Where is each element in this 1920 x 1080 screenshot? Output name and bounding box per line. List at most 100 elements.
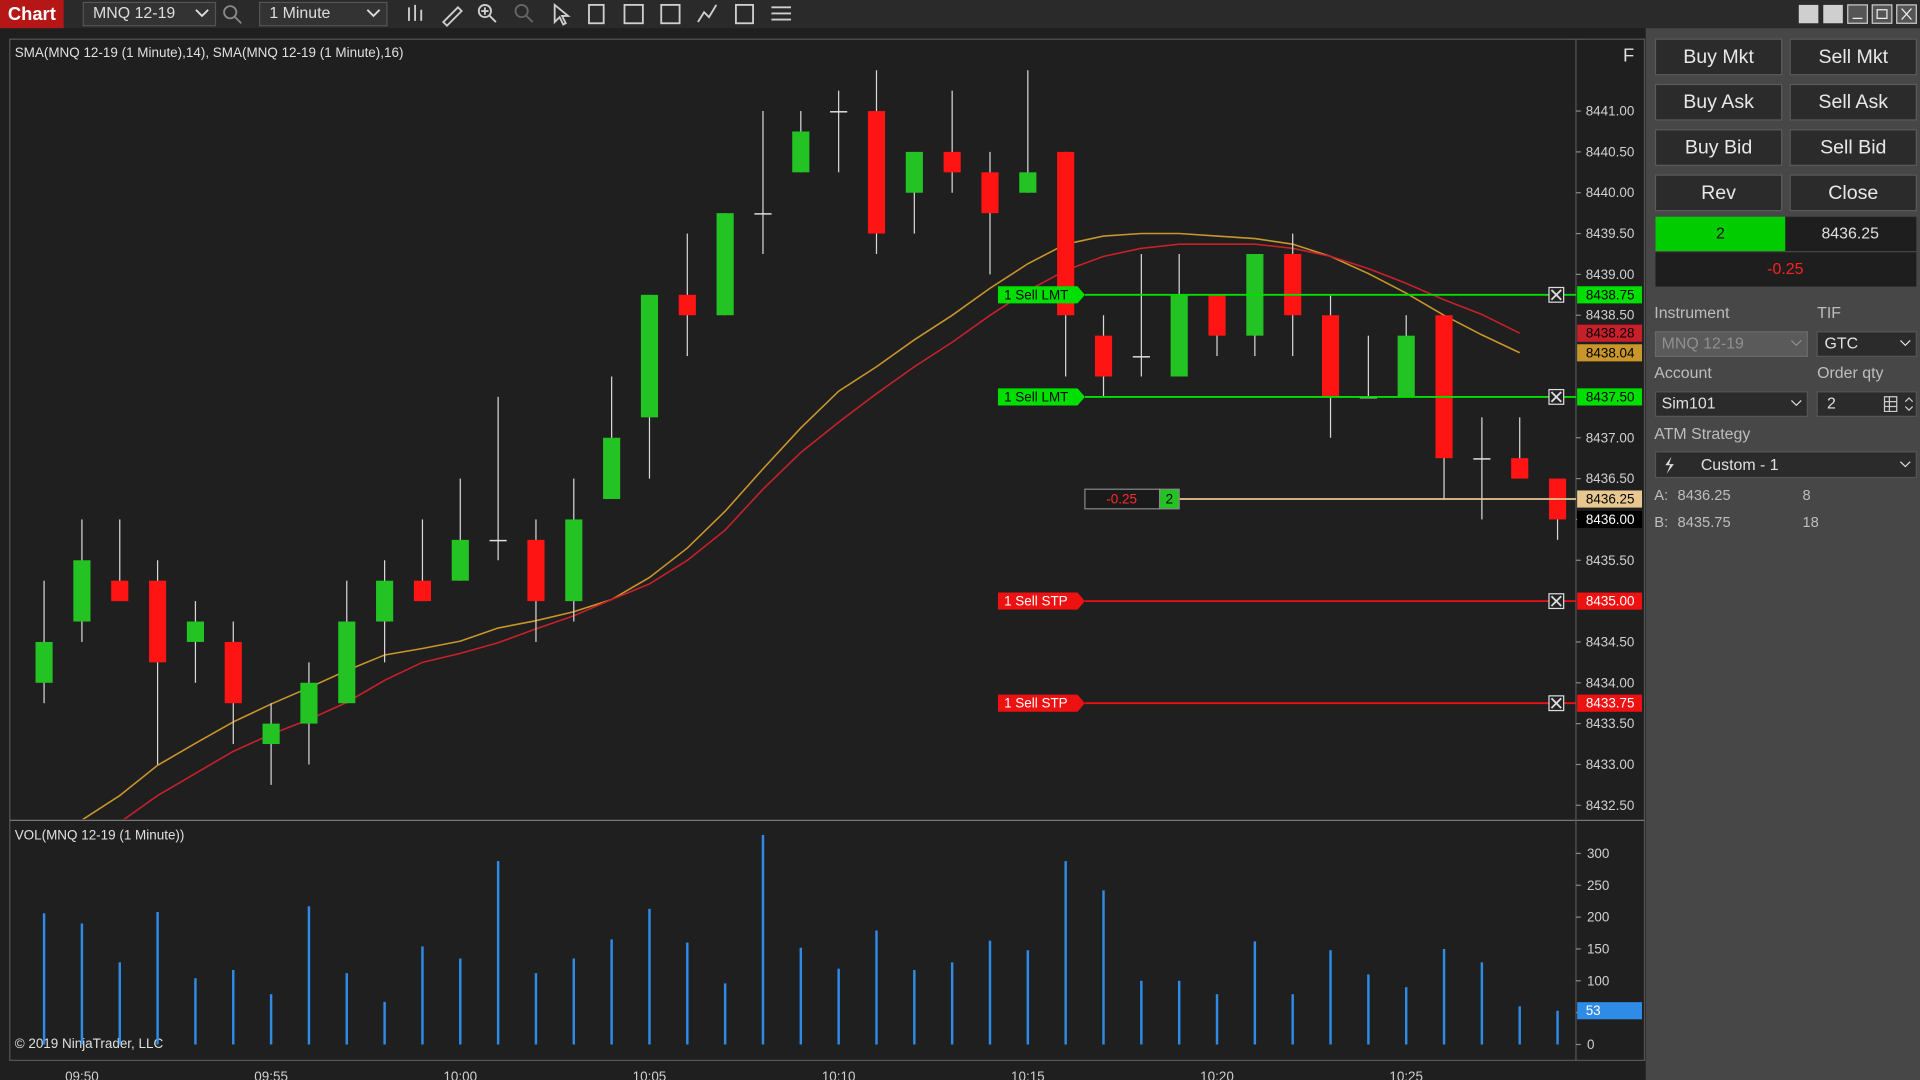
volume-bar (837, 968, 840, 1045)
order-label: 1 Sell STP (1004, 696, 1068, 711)
candle-body (376, 580, 394, 622)
candle-body (1057, 151, 1075, 316)
volume-marker: 53 (1586, 1003, 1601, 1018)
account-dropdown[interactable] (1654, 391, 1808, 417)
y-tick-label: 8438.50 (1586, 308, 1635, 323)
zoom-in-icon-detail (481, 7, 497, 23)
window-button[interactable] (1823, 4, 1843, 24)
quote-size: 8 (1802, 488, 1810, 504)
order-label-bg[interactable] (997, 694, 1085, 712)
sma-marker: 8438.28 (1586, 326, 1635, 341)
qty-spinner[interactable] (1883, 396, 1914, 413)
x-tick-label: 10:10 (822, 1069, 856, 1080)
menu-icon[interactable] (771, 6, 792, 21)
order-button[interactable] (1789, 38, 1917, 76)
volume-bar (534, 973, 538, 1045)
volume-bar (1140, 980, 1143, 1045)
chart-tab[interactable] (0, 0, 64, 29)
templates-icon[interactable] (623, 3, 644, 25)
candle-body (830, 111, 848, 113)
tif-dropdown[interactable] (1816, 331, 1917, 357)
order-qty-input[interactable] (1816, 391, 1917, 417)
order-button[interactable] (1654, 129, 1783, 166)
field-label: Account (1654, 365, 1712, 382)
x-tick-label: 09:55 (254, 1069, 288, 1080)
volume-bar (1442, 948, 1446, 1045)
volume-bar (1026, 950, 1030, 1045)
order-price-marker: 8437.50 (1586, 389, 1635, 404)
y-tick-label: 8432.50 (1586, 798, 1635, 813)
data-box-icon[interactable] (735, 3, 754, 25)
volume-bar (80, 923, 84, 1045)
interval-selector-label: 1 Minute (269, 5, 330, 22)
pointer-icon[interactable] (553, 2, 571, 26)
candle-body (792, 131, 810, 173)
candle-body (867, 111, 886, 234)
properties-icon[interactable] (588, 3, 605, 25)
atm-strategy-dropdown[interactable] (1654, 451, 1917, 479)
candle-body (224, 641, 242, 704)
candle-body (1170, 294, 1188, 377)
volume-bar (1480, 962, 1484, 1045)
y-tick-label: 8433.50 (1586, 716, 1635, 731)
dropdown-arrow (1790, 399, 1802, 407)
candle-body (489, 539, 507, 542)
order-label-bg[interactable] (997, 592, 1085, 610)
order-button[interactable] (1654, 83, 1783, 121)
order-button[interactable] (1789, 83, 1917, 121)
y-tick-label: 8439.00 (1586, 267, 1635, 282)
candle-body (565, 519, 583, 602)
volume-legend: VOL(MNQ 12-19 (1 Minute)) (15, 828, 185, 843)
x-tick-label: 10:15 (1011, 1069, 1045, 1080)
volume-bar (875, 930, 878, 1045)
volume-bar (459, 958, 462, 1045)
atm-icon (1665, 456, 1674, 474)
order-price-marker-bg (1577, 694, 1643, 712)
volume-bar (194, 978, 197, 1045)
search-icon[interactable] (223, 5, 238, 20)
position-pnl: -0.25 (1106, 492, 1137, 507)
window-button[interactable] (1798, 4, 1819, 24)
candle-body (1473, 458, 1491, 460)
draw-icon[interactable] (441, 6, 463, 28)
order-button-label: Sell Ask (1818, 91, 1888, 113)
candle-body (186, 621, 204, 642)
dropdown-arrow (1899, 461, 1911, 468)
sma-line (81, 232, 1521, 820)
zoom-out-icon[interactable] (514, 3, 529, 19)
volume-bar (307, 906, 311, 1045)
tif-value: GTC (1824, 336, 1858, 353)
order-button[interactable] (1789, 129, 1917, 166)
instrument-selector[interactable] (82, 1, 217, 27)
candle-body (1132, 356, 1150, 358)
volume-bar (1102, 890, 1105, 1045)
order-label-bg[interactable] (997, 388, 1085, 406)
position-quantity-box (1655, 216, 1786, 252)
flag-button[interactable]: F (1623, 45, 1634, 66)
maximize-button[interactable] (1871, 4, 1893, 24)
volume-bar (1291, 994, 1294, 1045)
y-tick-label: 8439.50 (1586, 226, 1635, 241)
y-tick-label: 150 (1587, 941, 1609, 956)
order-price-marker: 8435.00 (1586, 594, 1635, 609)
volume-bar (156, 912, 159, 1045)
bars-icon[interactable] (408, 4, 423, 21)
y-tick-label: 8433.00 (1586, 757, 1635, 772)
order-button-label: Buy Ask (1683, 91, 1754, 113)
y-tick-label: 100 (1587, 973, 1609, 988)
zoom-in-icon[interactable] (477, 3, 492, 19)
indicators-icon[interactable] (697, 4, 718, 23)
order-label-bg[interactable] (997, 286, 1085, 304)
window-button-glyphs (1852, 8, 1912, 20)
order-button[interactable] (1789, 174, 1917, 212)
position-price-marker-bg (1577, 490, 1643, 508)
minimize-button[interactable] (1847, 4, 1868, 24)
y-tick-label: 8440.50 (1586, 144, 1635, 159)
strategies-icon[interactable] (660, 3, 681, 25)
order-button[interactable] (1654, 38, 1783, 76)
interval-selector[interactable] (258, 1, 388, 27)
y-tick-label: 8434.00 (1586, 675, 1635, 690)
volume-bar (1215, 994, 1219, 1045)
order-button[interactable] (1654, 174, 1783, 212)
